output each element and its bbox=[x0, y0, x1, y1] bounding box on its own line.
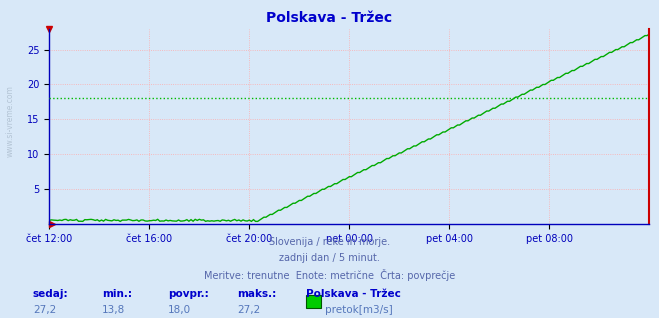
Text: Polskava - Tržec: Polskava - Tržec bbox=[266, 11, 393, 25]
Text: pretok[m3/s]: pretok[m3/s] bbox=[325, 305, 393, 315]
Text: Meritve: trenutne  Enote: metrične  Črta: povprečje: Meritve: trenutne Enote: metrične Črta: … bbox=[204, 269, 455, 281]
Text: min.:: min.: bbox=[102, 289, 132, 299]
Text: povpr.:: povpr.: bbox=[168, 289, 209, 299]
Text: www.si-vreme.com: www.si-vreme.com bbox=[5, 85, 14, 157]
Text: 27,2: 27,2 bbox=[33, 305, 56, 315]
Text: Slovenija / reke in morje.: Slovenija / reke in morje. bbox=[269, 237, 390, 247]
Text: zadnji dan / 5 minut.: zadnji dan / 5 minut. bbox=[279, 253, 380, 263]
Text: maks.:: maks.: bbox=[237, 289, 277, 299]
Text: sedaj:: sedaj: bbox=[33, 289, 69, 299]
Text: 27,2: 27,2 bbox=[237, 305, 260, 315]
Text: Polskava - Tržec: Polskava - Tržec bbox=[306, 289, 401, 299]
Text: 13,8: 13,8 bbox=[102, 305, 125, 315]
Text: 18,0: 18,0 bbox=[168, 305, 191, 315]
